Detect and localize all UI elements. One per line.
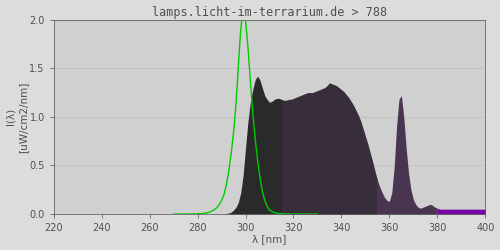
X-axis label: λ [nm]: λ [nm] — [252, 234, 286, 244]
Title: lamps.licht-im-terrarium.de > 788: lamps.licht-im-terrarium.de > 788 — [152, 6, 387, 18]
Y-axis label: I(λ)
[uW/cm2/nm]: I(λ) [uW/cm2/nm] — [6, 81, 28, 152]
